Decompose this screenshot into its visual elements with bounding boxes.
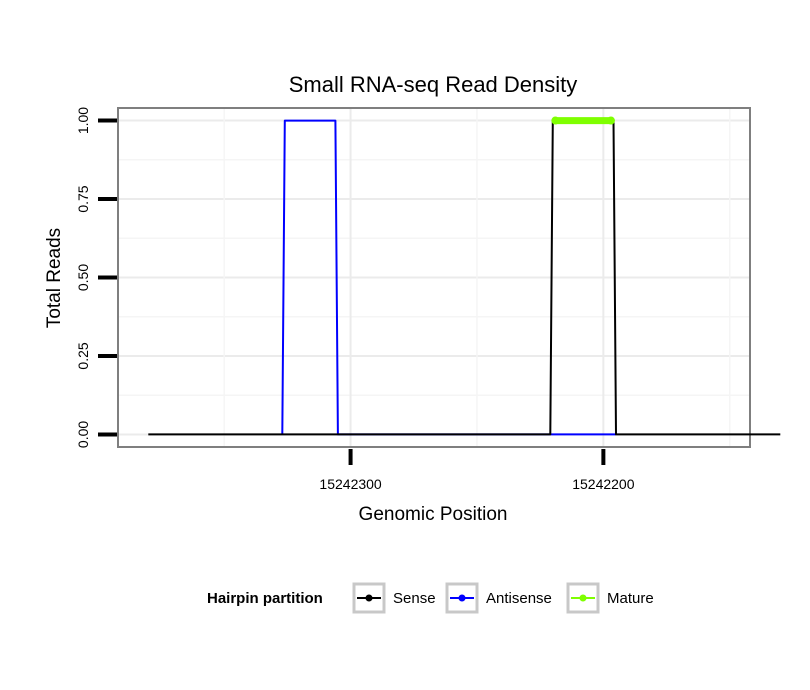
- y-tick-label: 0.50: [75, 264, 91, 291]
- series-layer: [148, 116, 781, 436]
- legend-label-sense: Sense: [393, 590, 436, 607]
- legend-label-antisense: Antisense: [486, 590, 552, 607]
- legend-key-point: [365, 594, 373, 602]
- grid: [118, 108, 750, 447]
- legend: Hairpin partition Sense Antisense Mature: [207, 582, 654, 614]
- legend-label-mature: Mature: [607, 590, 654, 607]
- x-tick-label: 15242300: [319, 476, 382, 492]
- series-point-mature: [606, 116, 615, 125]
- x-axis: 15242300 15242200: [319, 449, 635, 492]
- series-point-mature: [551, 116, 560, 125]
- x-tick-label: 15242200: [572, 476, 635, 492]
- series-line-antisense: [281, 119, 616, 436]
- y-tick-label: 0.25: [75, 342, 91, 369]
- x-axis-title: Genomic Position: [359, 504, 508, 525]
- y-axis: 0.00 0.25 0.50 1.00 0.75: [75, 107, 117, 448]
- chart-title: Small RNA-seq Read Density: [289, 72, 578, 97]
- legend-title: Hairpin partition: [207, 590, 323, 607]
- y-tick-label: 1.00: [75, 107, 91, 134]
- y-tick-label: 0.00: [75, 421, 91, 448]
- legend-key-point: [579, 594, 587, 602]
- legend-key-point: [458, 594, 466, 602]
- y-tick-label: 0.75: [75, 185, 91, 212]
- plot-panel-border: [117, 107, 751, 448]
- y-axis-title: Total Reads: [44, 228, 65, 328]
